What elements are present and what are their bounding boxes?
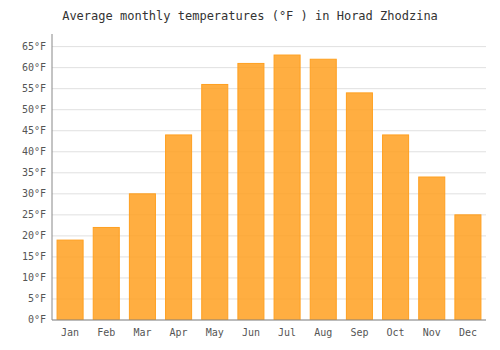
- bar: [57, 240, 83, 320]
- bars: [57, 55, 481, 320]
- grid: [52, 47, 486, 320]
- x-tick-label: May: [206, 327, 224, 338]
- y-tick-label: 55°F: [22, 83, 46, 94]
- bar: [455, 215, 481, 320]
- y-tick-label: 40°F: [22, 146, 46, 157]
- bar: [238, 63, 264, 320]
- grid-line: [52, 130, 486, 131]
- y-axis: 0°F 5°F 10°F 15°F 20°F 25°F 30°F 35°F 40°F 45°F 50…: [22, 34, 52, 325]
- x-tick-label: Oct: [387, 327, 405, 338]
- grid-line: [52, 172, 486, 173]
- x-tick-label: Jun: [242, 327, 260, 338]
- grid-line: [52, 109, 486, 110]
- y-tick-label: 5°F: [28, 293, 46, 304]
- y-tick-label: 10°F: [22, 272, 46, 283]
- x-axis-line: [52, 320, 486, 321]
- y-tick-label: 25°F: [22, 209, 46, 220]
- bar: [166, 135, 192, 320]
- y-tick-label: 45°F: [22, 125, 46, 136]
- x-tick-label: Jan: [61, 327, 79, 338]
- y-axis-line: [52, 34, 53, 320]
- bar: [346, 93, 372, 320]
- y-tick-label: 60°F: [22, 62, 46, 73]
- grid-line: [52, 151, 486, 152]
- bar: [274, 55, 300, 320]
- grid-line: [52, 46, 486, 47]
- y-tick-label: 65°F: [22, 41, 46, 52]
- grid-line: [52, 320, 486, 321]
- x-tick-label: Sep: [350, 327, 368, 338]
- chart: 0°F 5°F 10°F 15°F 20°F 25°F 30°F 35°F 40°F 45°F 50…: [0, 0, 500, 350]
- x-tick-label: Nov: [423, 327, 441, 338]
- bar: [202, 84, 228, 320]
- x-tick-label: Mar: [133, 327, 151, 338]
- bar: [383, 135, 409, 320]
- x-tick-label: Feb: [97, 327, 115, 338]
- bar: [93, 227, 119, 320]
- y-tick-label: 35°F: [22, 167, 46, 178]
- y-tick-label: 30°F: [22, 188, 46, 199]
- y-tick-label: 0°F: [28, 314, 46, 325]
- y-tick-label: 15°F: [22, 251, 46, 262]
- y-tick-label: 20°F: [22, 230, 46, 241]
- x-tick-label: Dec: [459, 327, 477, 338]
- y-tick-label: 50°F: [22, 104, 46, 115]
- x-tick-label: Aug: [314, 327, 332, 338]
- grid-line: [52, 88, 486, 89]
- page: {"chart_data": {"type": "bar", "title": …: [0, 0, 500, 350]
- bar: [310, 59, 336, 320]
- x-tick-label: Jul: [278, 327, 296, 338]
- bar: [129, 194, 155, 320]
- grid-line: [52, 67, 486, 68]
- x-tick-label: Apr: [170, 327, 188, 338]
- bar: [419, 177, 445, 320]
- x-axis: Jan Feb Mar Apr May Jun Jul Aug Sep Oct Nov Dec: [52, 320, 486, 338]
- title: Average monthly temperatures (°F ) in Ho…: [62, 9, 438, 23]
